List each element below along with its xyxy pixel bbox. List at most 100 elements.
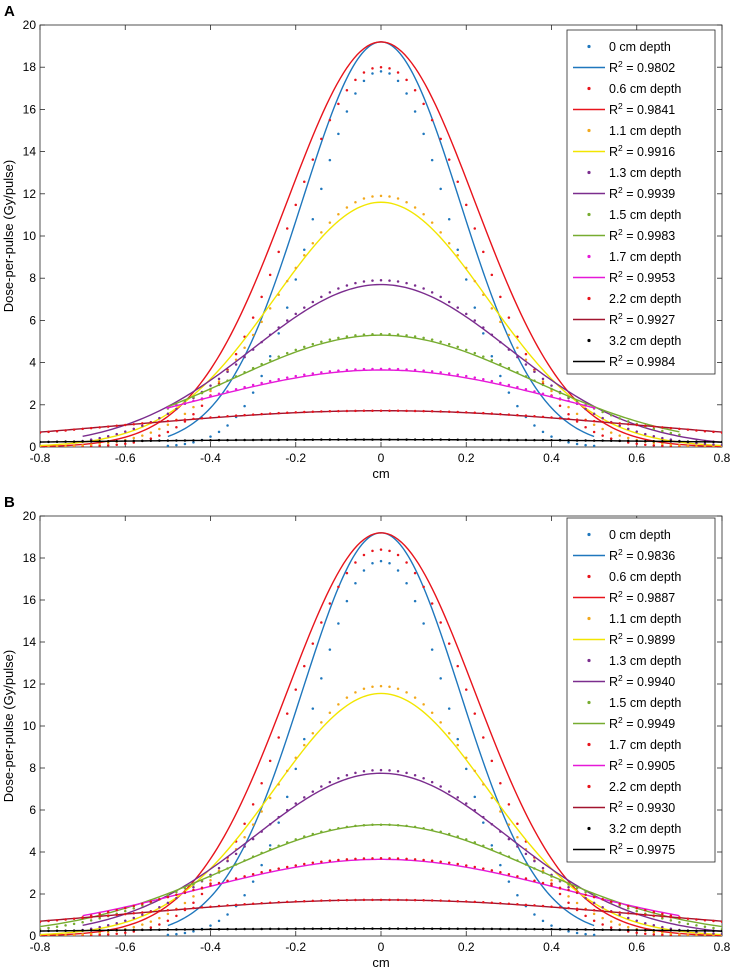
panel-a-series-2-data-point bbox=[430, 221, 434, 224]
panel-a-series-0-data-point bbox=[268, 354, 272, 358]
panel-b-series-1-data-point bbox=[439, 621, 442, 624]
panel-a-series-6-data-point bbox=[533, 415, 536, 418]
panel-b-series-7-data-point bbox=[285, 927, 289, 931]
panel-a-series-3-data-point bbox=[405, 281, 408, 285]
panel-a-legend-marker-6 bbox=[587, 296, 591, 301]
panel-b-series-3-data-point bbox=[516, 845, 519, 848]
panel-a-series-6-data-point bbox=[379, 409, 383, 412]
panel-b-series-2-data-point bbox=[601, 916, 604, 920]
panel-a-series-7-data-point bbox=[626, 439, 630, 443]
panel-a-series-7-data-point bbox=[234, 438, 238, 442]
panel-a-series-2-data-point bbox=[98, 442, 101, 446]
panel-b-series-5-data-point bbox=[303, 862, 306, 866]
panel-a-series-4-data-point bbox=[371, 332, 374, 336]
panel-a-series-2-data-point bbox=[158, 427, 161, 431]
panel-a-series-0-data-point bbox=[379, 70, 383, 73]
panel-a-series-1-data-point bbox=[473, 227, 477, 230]
panel-b-series-2-data-point bbox=[439, 721, 442, 724]
panel-b-series-3-data-point bbox=[277, 815, 280, 819]
panel-b-series-6-data-point bbox=[524, 903, 528, 907]
panel-b-series-0-data-point bbox=[328, 648, 332, 651]
panel-b-series-6-data-point bbox=[618, 911, 621, 914]
panel-a-series-1-data-point bbox=[354, 78, 357, 82]
panel-a-series-7-data-point bbox=[40, 440, 42, 444]
panel-a-legend-r: R bbox=[609, 187, 618, 201]
panel-a-legend-r2-value: = 0.9802 bbox=[623, 61, 676, 75]
panel-b-legend-fit-label-5: R2 = 0.9905 bbox=[609, 757, 675, 773]
panel-a-series-4-data-point bbox=[661, 429, 664, 433]
panel-a-series-7-data-point bbox=[490, 438, 494, 442]
panel-b-series-6-data-point bbox=[277, 901, 280, 904]
panel-a-series-4-data-point bbox=[507, 366, 511, 370]
panel-b-series-0-data-point bbox=[575, 931, 579, 935]
panel-b-series-2-data-point bbox=[285, 769, 289, 773]
panel-a-series-5-data-point bbox=[465, 374, 468, 378]
panel-b-series-1-data-point bbox=[550, 882, 553, 885]
panel-b-series-0-data-point bbox=[413, 599, 417, 603]
panel-b-series-7-data-point bbox=[115, 928, 118, 932]
panel-a-series-4-data-point bbox=[396, 333, 400, 336]
panel-a-series-2-data-point bbox=[40, 445, 42, 447]
panel-b-legend-marker-3 bbox=[587, 658, 591, 663]
panel-b-series-0-data-point bbox=[439, 677, 442, 680]
panel-a-series-1-data-point bbox=[294, 203, 297, 207]
panel-a-series-4-data-point bbox=[524, 375, 528, 378]
panel-b-legend-r: R bbox=[609, 759, 618, 773]
panel-a-y-tick-label: 8 bbox=[29, 271, 36, 285]
panel-b-series-4-data-point bbox=[720, 927, 722, 931]
panel-b-series-7-data-point bbox=[47, 929, 50, 933]
panel-b-series-1-data-point bbox=[388, 549, 391, 553]
panel-b-series-2-data-point bbox=[277, 783, 280, 786]
panel-a-series-1-data-point bbox=[439, 137, 442, 141]
panel-a-series-6-data-point bbox=[303, 410, 306, 414]
panel-b-series-6-data-point bbox=[166, 908, 170, 912]
panel-a-series-2-data-point bbox=[337, 213, 340, 216]
panel-b-series-6-data-point bbox=[234, 903, 238, 907]
panel-b-legend-marker-7 bbox=[587, 826, 591, 831]
panel-a-series-1-data-point bbox=[371, 67, 374, 70]
panel-b-series-3-data-point bbox=[158, 906, 161, 909]
panel-a-series-3-data-point bbox=[311, 300, 315, 304]
panel-b-series-1-data-point bbox=[558, 892, 562, 896]
panel-a-series-6-data-point bbox=[89, 426, 93, 430]
panel-a-series-0-data-point bbox=[277, 332, 280, 335]
panel-b-series-4-data-point bbox=[243, 859, 246, 862]
panel-a-series-0-data-point bbox=[166, 444, 170, 447]
panel-a-series-3-data-point bbox=[141, 424, 144, 427]
panel-b-series-0-data-point bbox=[209, 924, 212, 927]
panel-b-series-4-data-point bbox=[209, 875, 212, 878]
panel-a-series-2-fit-line bbox=[40, 201, 722, 447]
panel-a-series-2-data-point bbox=[652, 441, 656, 445]
panel-b-series-4-data-point bbox=[226, 867, 229, 870]
panel-a-series-7-data-point bbox=[158, 439, 161, 442]
panel-a-series-7-data-point bbox=[507, 438, 511, 442]
panel-a-series-7-data-point bbox=[132, 439, 136, 443]
panel-b-series-4-data-point bbox=[516, 859, 519, 862]
panel-a-series-7-data-point bbox=[550, 438, 553, 442]
panel-a-series-1-data-point bbox=[413, 89, 417, 92]
panel-a-series-5-data-point bbox=[277, 378, 280, 381]
panel-b-legend-marker-6 bbox=[587, 784, 591, 789]
panel-a-series-1-data-point bbox=[558, 404, 562, 407]
panel-b-series-4-data-point bbox=[686, 922, 690, 926]
panel-a-series-1-data-point bbox=[601, 434, 604, 437]
panel-a-series-1-data-point bbox=[482, 250, 485, 254]
panel-b-series-3-data-point bbox=[413, 773, 417, 777]
panel-a-series-6-data-point bbox=[601, 420, 604, 424]
panel-b-series-0-data-point bbox=[166, 933, 170, 936]
panel-a-legend-sup: 2 bbox=[618, 311, 623, 321]
panel-b-series-2-data-point bbox=[303, 743, 306, 747]
panel-b-legend-sup: 2 bbox=[618, 715, 623, 725]
panel-b-legend-fit-label-7: R2 = 0.9975 bbox=[609, 841, 675, 857]
panel-b-legend-r: R bbox=[609, 843, 618, 857]
panel-b-series-1-data-point bbox=[490, 759, 494, 763]
panel-a-series-0-data-point bbox=[337, 132, 340, 136]
panel-a-series-1-data-point bbox=[499, 295, 502, 299]
panel-a-series-1-data-point bbox=[575, 420, 579, 423]
panel-a-series-6-data-point bbox=[124, 423, 127, 427]
panel-a-x-tick-label: -0.4 bbox=[200, 451, 221, 465]
panel-b-series-2-data-point bbox=[678, 933, 681, 936]
panel-a-series-1-data-point bbox=[124, 442, 127, 446]
panel-b-series-2-data-point bbox=[609, 920, 613, 923]
panel-a-series-4-data-point bbox=[362, 333, 366, 336]
